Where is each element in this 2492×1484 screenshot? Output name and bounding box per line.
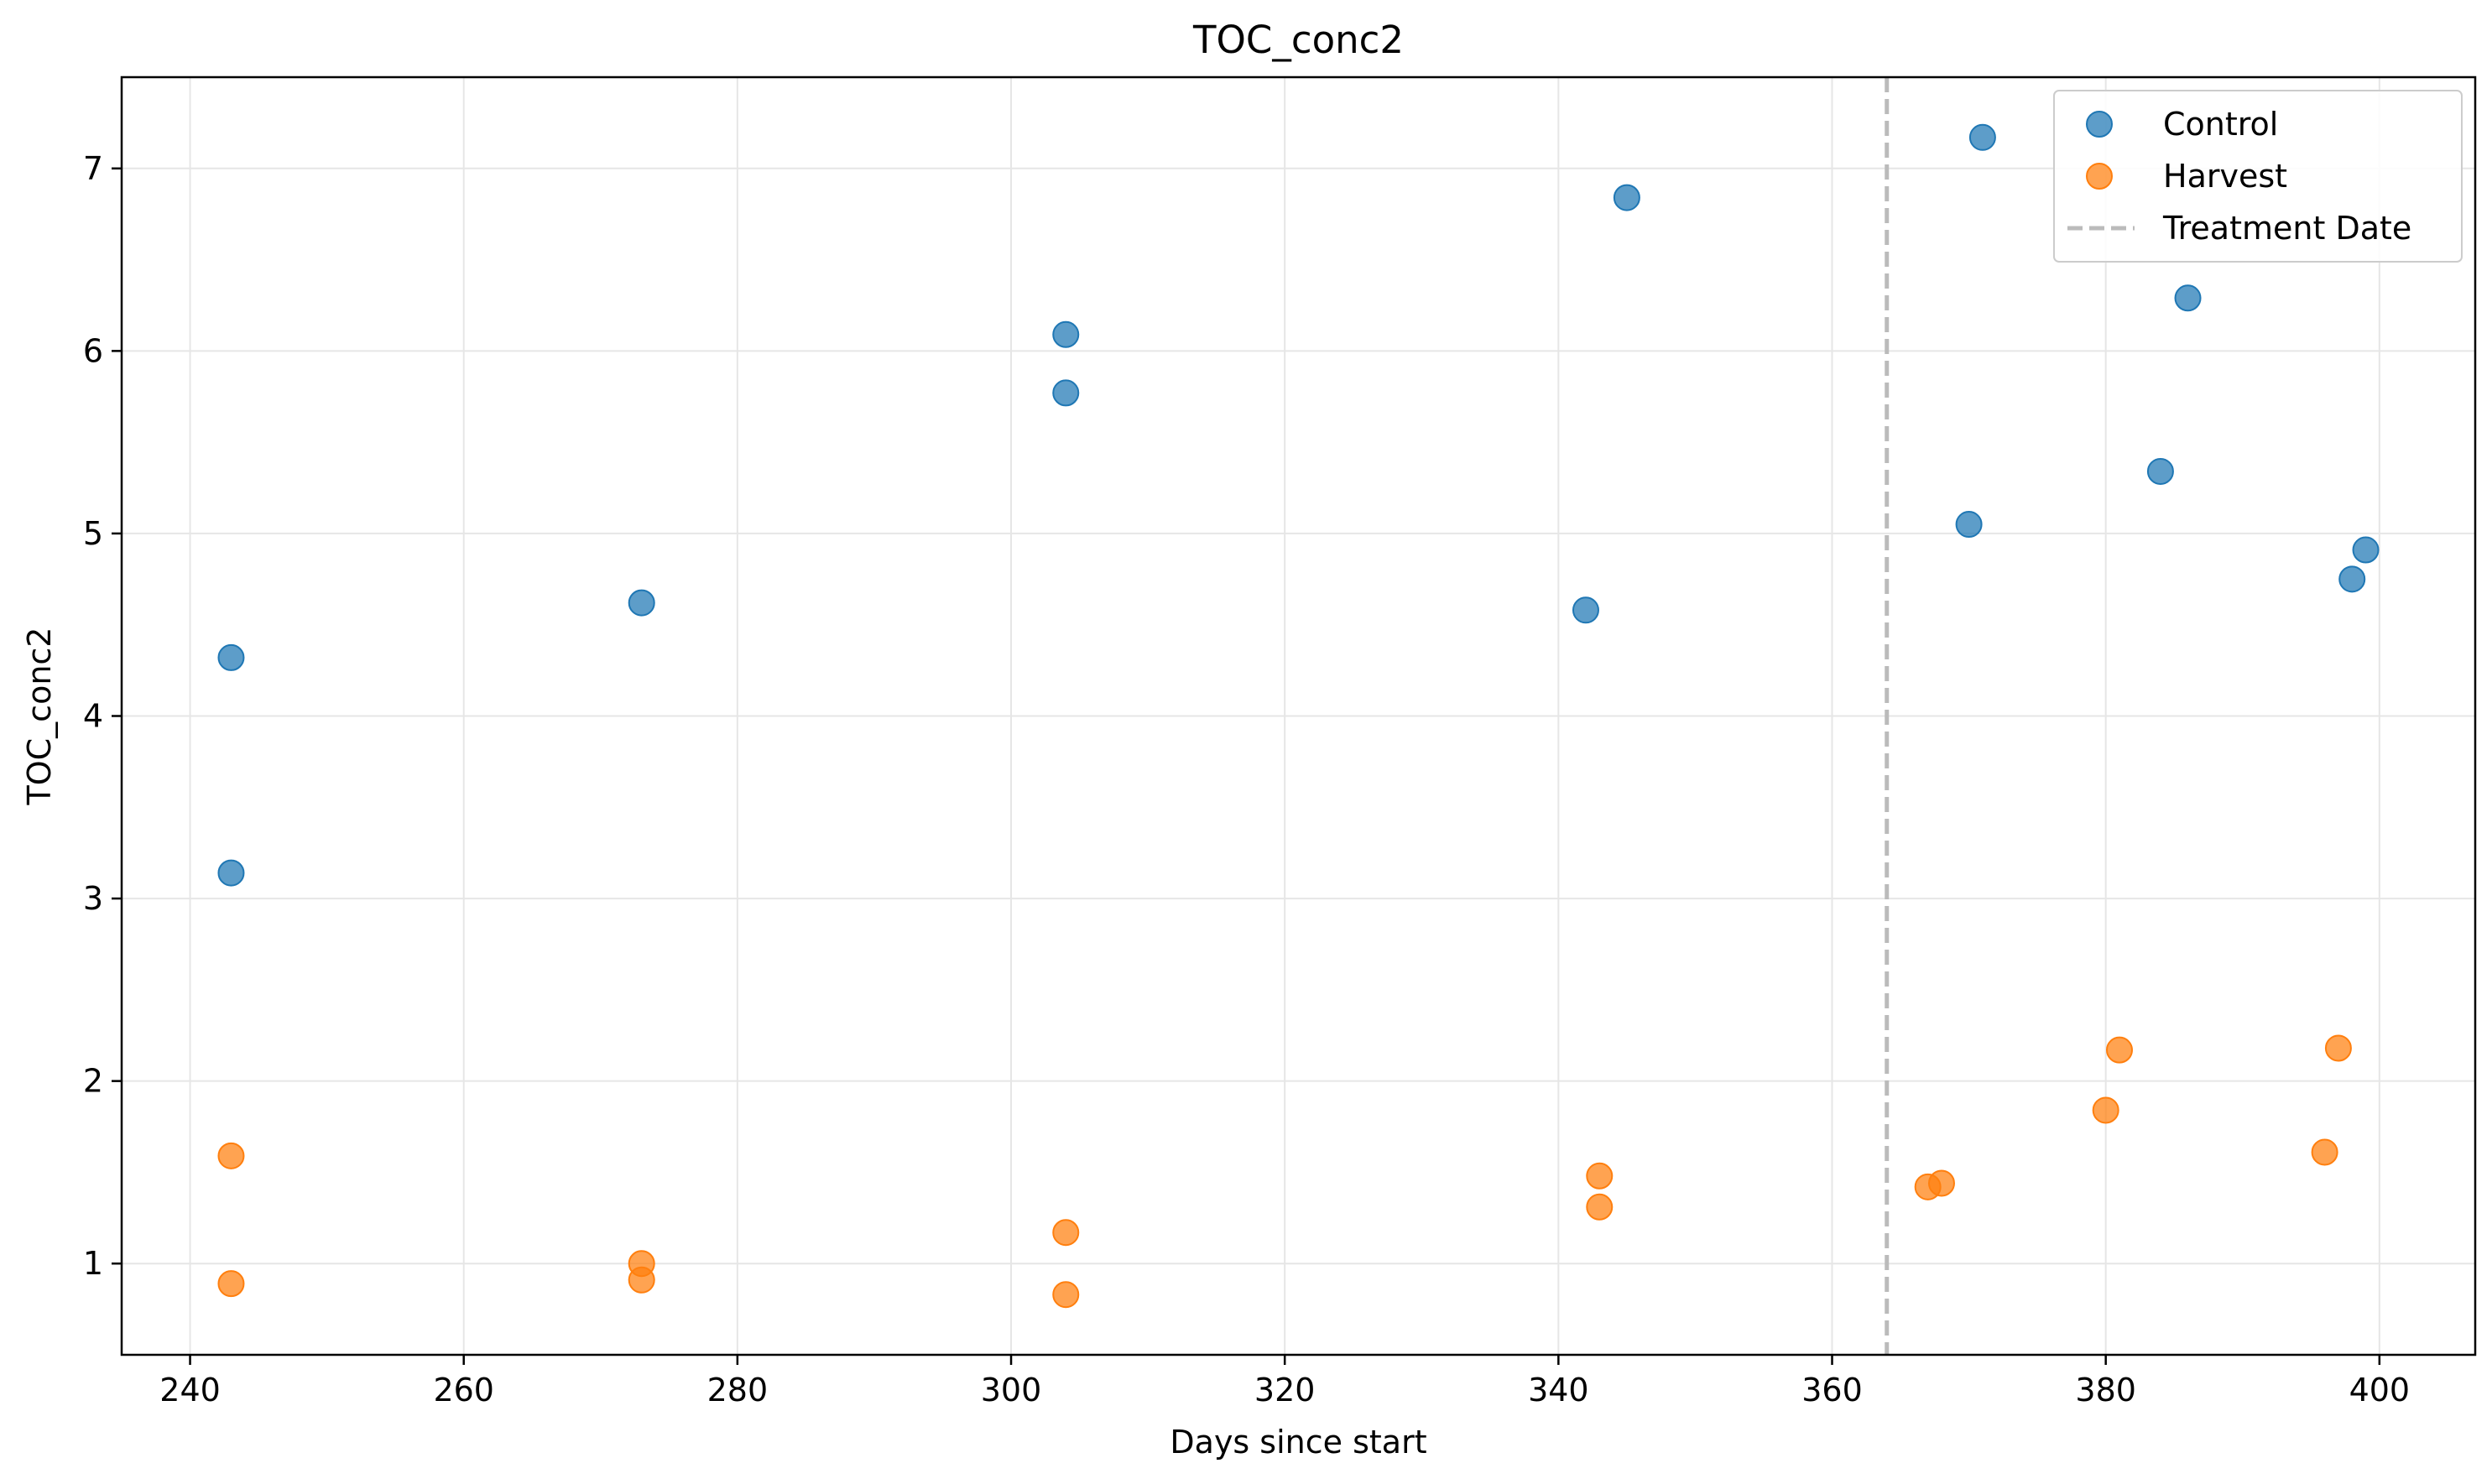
x-tick-label: 240 [159, 1372, 221, 1408]
chart-title: TOC_conc2 [1192, 18, 1404, 62]
control-point [1968, 123, 1996, 151]
harvest-point [217, 1142, 245, 1169]
harvest-point [2324, 1034, 2352, 1062]
y-tick-label: 2 [83, 1063, 103, 1100]
grid [122, 77, 2475, 1355]
x-tick-label: 280 [707, 1372, 769, 1408]
x-tick-label: 380 [2075, 1372, 2136, 1408]
legend-treatment-date-label: Treatment Date [2162, 210, 2411, 247]
harvest-point [2105, 1036, 2133, 1064]
legend: Control Harvest Treatment Date [2053, 90, 2463, 263]
harvest-point [1927, 1169, 1955, 1197]
harvest-point [1586, 1193, 1614, 1221]
y-tick-label: 4 [83, 698, 103, 735]
control-point [2146, 457, 2174, 485]
control-point [1572, 596, 1599, 624]
legend-control-marker [2086, 111, 2113, 138]
x-tick-label: 360 [1801, 1372, 1863, 1408]
harvest-point [628, 1266, 655, 1294]
harvest-point [217, 1270, 245, 1298]
harvest-point [2311, 1138, 2338, 1166]
harvest-point [1586, 1162, 1614, 1190]
legend-harvest-marker [2086, 163, 2113, 190]
x-axis-label: Days since start [1170, 1424, 1426, 1461]
x-tick-label: 260 [433, 1372, 494, 1408]
data-points [217, 123, 2380, 1309]
x-tick-label: 300 [981, 1372, 1042, 1408]
control-point [2174, 284, 2202, 312]
y-tick-label: 6 [83, 332, 103, 369]
harvest-point [1052, 1281, 1080, 1309]
legend-harvest-label: Harvest [2163, 158, 2287, 195]
legend-control-label: Control [2163, 106, 2278, 143]
control-point [2338, 565, 2366, 593]
control-point [1052, 320, 1080, 348]
x-tick-label: 340 [1528, 1372, 1589, 1408]
y-tick-label: 1 [83, 1245, 103, 1282]
control-point [217, 643, 245, 671]
y-axis-label: TOC_conc2 [21, 627, 58, 806]
control-point [2352, 536, 2380, 564]
control-point [217, 859, 245, 887]
harvest-point [2092, 1096, 2119, 1124]
x-tick-label: 400 [2349, 1372, 2411, 1408]
control-point [1052, 379, 1080, 407]
harvest-point [1052, 1219, 1080, 1247]
x-tick-label: 320 [1254, 1372, 1316, 1408]
y-tick-label: 3 [83, 880, 103, 917]
y-tick-label: 5 [83, 515, 103, 552]
control-point [1955, 511, 1983, 539]
axis-ticks: 240 260 280 300 320 340 360 380 400 1 2 3 4 5 6 7 [83, 150, 2410, 1408]
control-point [628, 589, 655, 617]
control-point [1613, 184, 1640, 211]
y-tick-label: 7 [83, 150, 103, 187]
legend-box [2053, 90, 2463, 263]
